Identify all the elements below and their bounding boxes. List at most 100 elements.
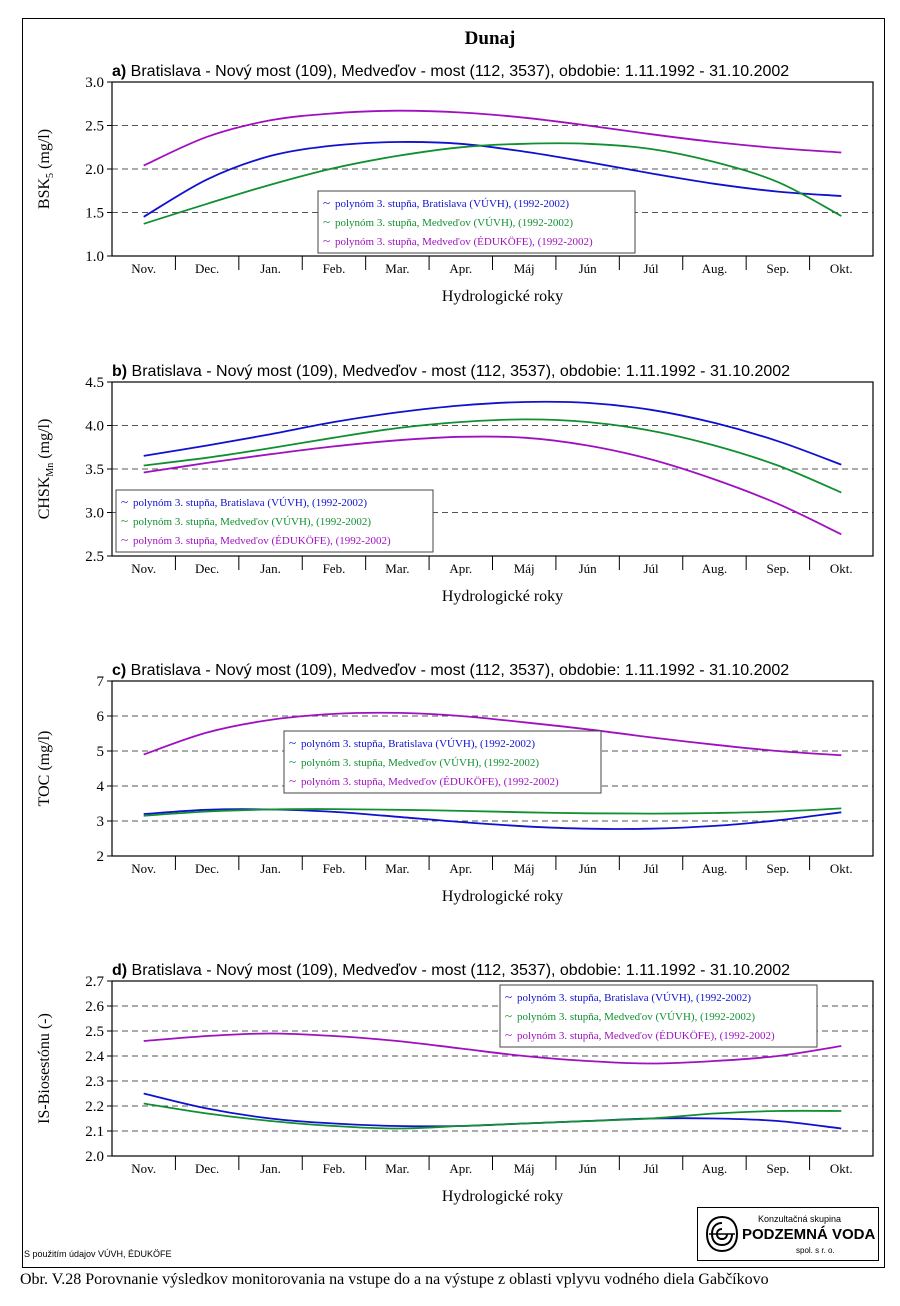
x-tick-label: Okt. (830, 261, 853, 276)
chart-panel-3: c) Bratislava - Nový most (109), Medveďo… (36, 662, 874, 905)
x-tick-label: Nov. (131, 1161, 156, 1176)
y-tick-label: 1.0 (85, 249, 104, 265)
x-tick-label: Júl (643, 861, 659, 876)
legend-box (499, 984, 818, 1048)
panel-subtitle: a) Bratislava - Nový most (109), Medveďo… (112, 63, 789, 80)
series-line-3 (143, 1032, 842, 1065)
panel-letter: c) (112, 662, 131, 679)
series-line-1 (143, 141, 842, 218)
legend-entry: polynóm 3. stupňa, Bratislava (VÚVH), (1… (517, 992, 751, 1004)
legend-swatch-icon: ~ (505, 1008, 512, 1023)
x-tick-label: Máj (514, 561, 535, 576)
panel-letter: b) (112, 363, 132, 380)
x-tick-label: Aug. (702, 561, 728, 576)
legend-box (115, 489, 434, 553)
legend-swatch-icon: ~ (323, 233, 330, 248)
legend-box (317, 190, 636, 254)
x-tick-label: Nov. (131, 261, 156, 276)
panel-letter: d) (112, 962, 132, 979)
x-axis-label: Hydrologické roky (442, 588, 563, 605)
logo-line-1: Konzultačná skupina (758, 1214, 842, 1224)
y-tick-label: 2 (97, 849, 105, 865)
figure-title: Dunaj (465, 28, 516, 49)
x-tick-label: Feb. (323, 561, 346, 576)
x-tick-label: Apr. (449, 261, 472, 276)
series-line-2 (143, 807, 842, 817)
series-line-1 (143, 1092, 842, 1130)
x-tick-label: Máj (514, 261, 535, 276)
legend: ~ polynóm 3. stupňa, Bratislava (VÚVH), (… (115, 489, 434, 553)
x-tick-label: Máj (514, 1161, 535, 1176)
series-line-3 (143, 435, 842, 536)
y-tick-label: 6 (97, 709, 105, 725)
x-tick-label: Sep. (767, 261, 790, 276)
x-tick-label: Feb. (323, 261, 346, 276)
legend: ~ polynóm 3. stupňa, Bratislava (VÚVH), (… (499, 984, 818, 1048)
logo-line-2: PODZEMNÁ VODA (742, 1226, 876, 1243)
x-tick-label: Dec. (195, 261, 219, 276)
panel-letter: a) (112, 63, 131, 80)
legend-entry: polynóm 3. stupňa, Bratislava (VÚVH), (1… (335, 198, 569, 210)
y-tick-label: 2.3 (85, 1074, 104, 1090)
series-line-2 (143, 142, 842, 225)
y-tick-label: 2.0 (85, 162, 104, 178)
chart-panel-2: b) Bratislava - Nový most (109), Medveďo… (36, 363, 874, 605)
legend-swatch-icon: ~ (323, 195, 330, 210)
x-axis-label: Hydrologické roky (442, 288, 563, 305)
x-tick-label: Jan. (260, 561, 281, 576)
legend: ~ polynóm 3. stupňa, Bratislava (VÚVH), (… (317, 190, 636, 254)
panel-subtitle-text: Bratislava - Nový most (109), Medveďov -… (131, 662, 790, 679)
y-tick-label: 2.0 (85, 1149, 104, 1165)
y-tick-label: 2.7 (85, 974, 104, 990)
legend-entry: polynóm 3. stupňa, Medveďov (ÉDUKÖFE), (… (301, 776, 559, 788)
y-tick-label: 2.5 (85, 1024, 104, 1040)
legend-swatch-icon: ~ (121, 513, 128, 528)
panel-subtitle-text: Bratislava - Nový most (109), Medveďov -… (131, 63, 790, 80)
x-tick-label: Jan. (260, 1161, 281, 1176)
x-tick-label: Apr. (449, 1161, 472, 1176)
y-tick-label: 2.2 (85, 1099, 104, 1115)
legend-entry: polynóm 3. stupňa, Medveďov (VÚVH), (199… (133, 516, 371, 528)
legend-box (283, 730, 602, 794)
legend-entry: polynóm 3. stupňa, Bratislava (VÚVH), (1… (301, 738, 535, 750)
y-tick-label: 2.4 (85, 1049, 104, 1065)
y-axis-label: TOC (mg/l) (36, 731, 53, 807)
x-tick-label: Feb. (323, 861, 346, 876)
y-axis-label: BSK5 (mg/l) (36, 129, 56, 209)
panel-subtitle: b) Bratislava - Nový most (109), Medveďo… (112, 363, 790, 380)
figure-frame (22, 18, 885, 1268)
series-line-2 (143, 1102, 842, 1130)
x-tick-label: Máj (514, 861, 535, 876)
x-tick-label: Sep. (767, 561, 790, 576)
series-line-3 (143, 109, 842, 167)
panel-subtitle-text: Bratislava - Nový most (109), Medveďov -… (132, 962, 791, 979)
x-tick-label: Jún (579, 561, 598, 576)
source-note: S použitím údajov VÚVH, ÉDUKÖFE (24, 1249, 172, 1259)
x-tick-label: Jún (579, 261, 598, 276)
legend-swatch-icon: ~ (289, 754, 296, 769)
legend-swatch-icon: ~ (121, 532, 128, 547)
x-tick-label: Júl (643, 1161, 659, 1176)
chart-panels: a) Bratislava - Nový most (109), Medveďo… (36, 63, 874, 1205)
x-tick-label: Apr. (449, 861, 472, 876)
legend-swatch-icon: ~ (505, 1027, 512, 1042)
legend-entry: polynóm 3. stupňa, Medveďov (ÉDUKÖFE), (… (335, 236, 593, 248)
x-tick-label: Nov. (131, 561, 156, 576)
x-tick-label: Jan. (260, 861, 281, 876)
y-tick-label: 5 (97, 744, 105, 760)
legend-entry: polynóm 3. stupňa, Medveďov (VÚVH), (199… (301, 757, 539, 769)
y-tick-label: 1.5 (85, 206, 104, 222)
x-tick-label: Mar. (385, 561, 409, 576)
y-tick-label: 3.5 (85, 462, 104, 478)
legend-entry: polynóm 3. stupňa, Medveďov (VÚVH), (199… (517, 1011, 755, 1023)
x-tick-label: Júl (643, 561, 659, 576)
series-line-2 (143, 418, 842, 494)
panel-subtitle-text: Bratislava - Nový most (109), Medveďov -… (132, 363, 791, 380)
legend-swatch-icon: ~ (289, 773, 296, 788)
x-tick-label: Aug. (702, 1161, 728, 1176)
x-tick-label: Okt. (830, 561, 853, 576)
y-tick-label: 3 (97, 814, 105, 830)
x-tick-label: Jún (579, 861, 598, 876)
x-tick-label: Nov. (131, 861, 156, 876)
